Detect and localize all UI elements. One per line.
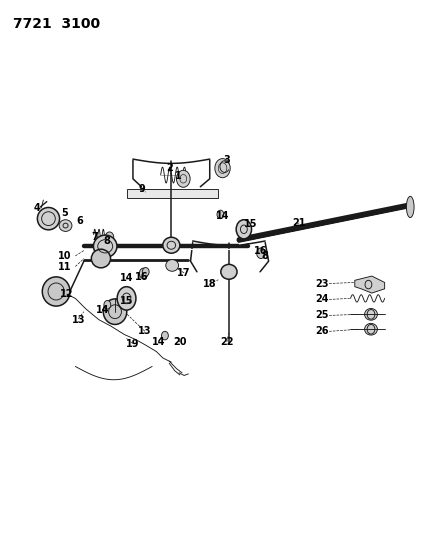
Ellipse shape [407, 196, 414, 217]
Text: 7: 7 [91, 232, 98, 243]
Text: 15: 15 [120, 296, 133, 306]
Text: 16: 16 [254, 246, 268, 255]
Text: 20: 20 [173, 337, 187, 347]
Text: 16: 16 [135, 272, 148, 282]
Text: 26: 26 [316, 326, 329, 336]
Circle shape [105, 232, 114, 243]
Circle shape [176, 170, 190, 187]
Text: 18: 18 [203, 279, 217, 288]
Ellipse shape [103, 299, 127, 325]
Text: 4: 4 [33, 203, 40, 213]
Ellipse shape [166, 260, 178, 271]
Circle shape [217, 210, 224, 219]
Text: 15: 15 [244, 219, 257, 229]
Text: 14: 14 [216, 211, 229, 221]
Text: 14: 14 [95, 305, 109, 315]
Text: 9: 9 [138, 184, 145, 195]
Text: 10: 10 [58, 251, 71, 261]
Text: 13: 13 [71, 314, 85, 325]
Text: 17: 17 [177, 268, 191, 278]
Ellipse shape [365, 309, 377, 320]
Circle shape [215, 159, 230, 177]
Text: 2: 2 [166, 163, 172, 173]
Ellipse shape [59, 220, 72, 231]
Text: 6: 6 [76, 216, 83, 227]
Text: 22: 22 [220, 337, 234, 347]
Ellipse shape [91, 249, 110, 268]
Text: 14: 14 [152, 337, 165, 347]
Text: 11: 11 [58, 262, 71, 271]
Text: 3: 3 [223, 155, 230, 165]
Ellipse shape [93, 235, 117, 257]
Circle shape [257, 248, 265, 259]
Circle shape [161, 332, 168, 340]
Text: 13: 13 [138, 326, 152, 336]
Text: 19: 19 [126, 338, 140, 349]
Text: 5: 5 [61, 208, 68, 219]
Circle shape [117, 287, 136, 310]
Circle shape [236, 220, 252, 239]
Circle shape [104, 301, 111, 309]
Text: 21: 21 [293, 218, 306, 228]
Polygon shape [355, 276, 385, 293]
Ellipse shape [42, 277, 70, 306]
Text: 14: 14 [120, 273, 133, 283]
Text: 25: 25 [316, 310, 329, 320]
Text: 7721  3100: 7721 3100 [14, 17, 101, 30]
Ellipse shape [365, 324, 377, 335]
Polygon shape [127, 189, 218, 198]
Text: 8: 8 [103, 236, 110, 246]
Text: 23: 23 [316, 279, 329, 288]
Text: 8: 8 [262, 251, 269, 261]
Circle shape [143, 268, 149, 276]
Ellipse shape [37, 207, 59, 230]
Ellipse shape [221, 264, 237, 279]
Text: 12: 12 [60, 289, 74, 299]
Text: 1: 1 [175, 171, 182, 181]
Circle shape [140, 268, 148, 279]
Ellipse shape [163, 237, 180, 253]
Text: 24: 24 [316, 294, 329, 304]
